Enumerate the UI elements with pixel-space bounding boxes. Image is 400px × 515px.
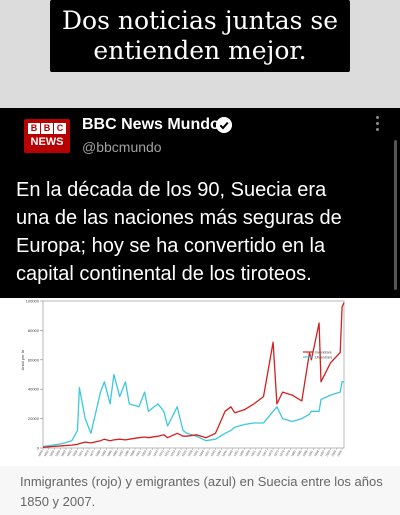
x-tick-label: 1865 — [66, 449, 73, 457]
x-tick-label: 1904 — [141, 449, 148, 457]
x-tick-label: 1907 — [146, 449, 153, 457]
plot-frame — [42, 300, 345, 449]
verified-badge-icon — [216, 117, 232, 133]
migration-chart: 0 20000 40000 60000 80000 100000 Antal per år 1… — [20, 299, 345, 457]
x-tick-label: 1985 — [296, 449, 303, 457]
x-tick-label: 1997 — [319, 449, 326, 457]
x-tick-label: 1970 — [267, 449, 274, 457]
legend-label: Invandrare — [315, 351, 332, 355]
series-line-utvandrare — [42, 373, 344, 448]
x-tick-label: 1949 — [227, 449, 234, 457]
x-tick-label: 1976 — [279, 449, 286, 457]
y-tick-label: 20000 — [28, 416, 40, 421]
x-tick-label: 1994 — [313, 449, 320, 457]
x-tick-label: 1952 — [233, 449, 240, 457]
x-tick-label: 1925 — [181, 449, 188, 457]
chart-area: 0 20000 40000 60000 80000 100000 Antal per år 1… — [0, 298, 400, 466]
x-tick-label: 1862 — [60, 449, 67, 457]
tweet-text-line: Europa; hoy se ha convertido en la — [16, 235, 326, 257]
headline-line-2: entienden mejor. — [93, 36, 307, 65]
x-tick-label: 1913 — [158, 449, 165, 457]
x-tick-label: 1916 — [164, 449, 171, 457]
x-tick-label: 1889 — [112, 449, 119, 457]
tweet-text-line: una de las naciones más seguras de — [16, 207, 342, 229]
x-tick-label: 1850 — [37, 449, 44, 457]
x-tick-label: 1982 — [290, 449, 297, 457]
bbc-logo-news: NEWS — [30, 136, 64, 148]
x-tick-label: 2003 — [330, 449, 337, 457]
x-tick-label: 1871 — [77, 449, 84, 457]
x-tick-label: 1919 — [169, 449, 176, 457]
series-line-invandrare — [42, 302, 345, 448]
headline-box: Dos noticias juntas se entienden mejor. — [50, 0, 350, 72]
x-tick-label: 1958 — [244, 449, 251, 457]
x-tick-label: 1910 — [152, 449, 159, 457]
x-tick-label: 1922 — [175, 449, 182, 457]
y-tick-label: 0 — [37, 446, 40, 451]
y-tick-label: 40000 — [28, 387, 40, 392]
x-tick-label: 1964 — [256, 449, 263, 457]
scrollbar[interactable] — [394, 140, 397, 290]
x-tick-label: 1967 — [261, 449, 268, 457]
x-tick-label: 1928 — [187, 449, 194, 457]
x-tick-label: 1859 — [54, 449, 61, 457]
bbc-logo-letter: B — [41, 123, 53, 134]
x-tick-label: 1991 — [307, 449, 314, 457]
x-tick-label: 1979 — [284, 449, 291, 457]
x-tick-label: 1886 — [106, 449, 113, 457]
x-tick-label: 1940 — [210, 449, 217, 457]
x-tick-label: 1880 — [95, 449, 102, 457]
x-tick-label: 1955 — [238, 449, 245, 457]
x-tick-label: 1988 — [302, 449, 309, 457]
y-tick-label: 60000 — [28, 357, 40, 362]
more-options-icon[interactable] — [376, 116, 380, 134]
x-tick-label: 1931 — [192, 449, 199, 457]
tweet-text-line: En la década de los 90, Suecia era — [16, 179, 327, 201]
caption-line: Inmigrantes (rojo) y emigrantes (azul) e… — [20, 474, 383, 489]
x-tick-label: 2000 — [325, 449, 332, 457]
x-tick-label: 1883 — [100, 449, 107, 457]
x-tick-label: 1937 — [204, 449, 211, 457]
x-tick-label: 1856 — [49, 449, 56, 457]
x-tick-label: 1961 — [250, 449, 257, 457]
x-tick-label: 1868 — [72, 449, 79, 457]
x-tick-label: 1853 — [43, 449, 50, 457]
x-tick-label: 1943 — [215, 449, 222, 457]
x-tick-label: 1946 — [221, 449, 228, 457]
x-tick-label: 1934 — [198, 449, 205, 457]
account-handle[interactable]: @bbcmundo — [82, 139, 162, 155]
x-tick-label: 1901 — [135, 449, 142, 457]
x-tick-label: 1895 — [123, 449, 130, 457]
bbc-news-logo[interactable]: B B C NEWS — [24, 119, 70, 153]
y-axis-label: Antal per år — [20, 349, 25, 370]
x-tick-label: 1874 — [83, 449, 90, 457]
legend-label: Utvandrare — [315, 356, 332, 360]
bbc-logo-letter: B — [28, 123, 40, 134]
x-tick-label: 2006 — [336, 449, 343, 457]
account-name[interactable]: BBC News Mundo — [82, 116, 220, 133]
y-tick-label: 100000 — [26, 299, 40, 304]
tweet-text-line: capital continental de los tiroteos. — [16, 263, 312, 285]
x-tick-label: 1973 — [273, 449, 280, 457]
x-tick-label: 1892 — [118, 449, 125, 457]
x-tick-label: 1877 — [89, 449, 96, 457]
headline-line-1: Dos noticias juntas se — [61, 6, 339, 35]
caption-line: 1850 y 2007. — [20, 494, 96, 509]
x-tick-label: 1898 — [129, 449, 136, 457]
bbc-logo-letter: C — [54, 123, 66, 134]
y-tick-label: 80000 — [28, 328, 40, 333]
